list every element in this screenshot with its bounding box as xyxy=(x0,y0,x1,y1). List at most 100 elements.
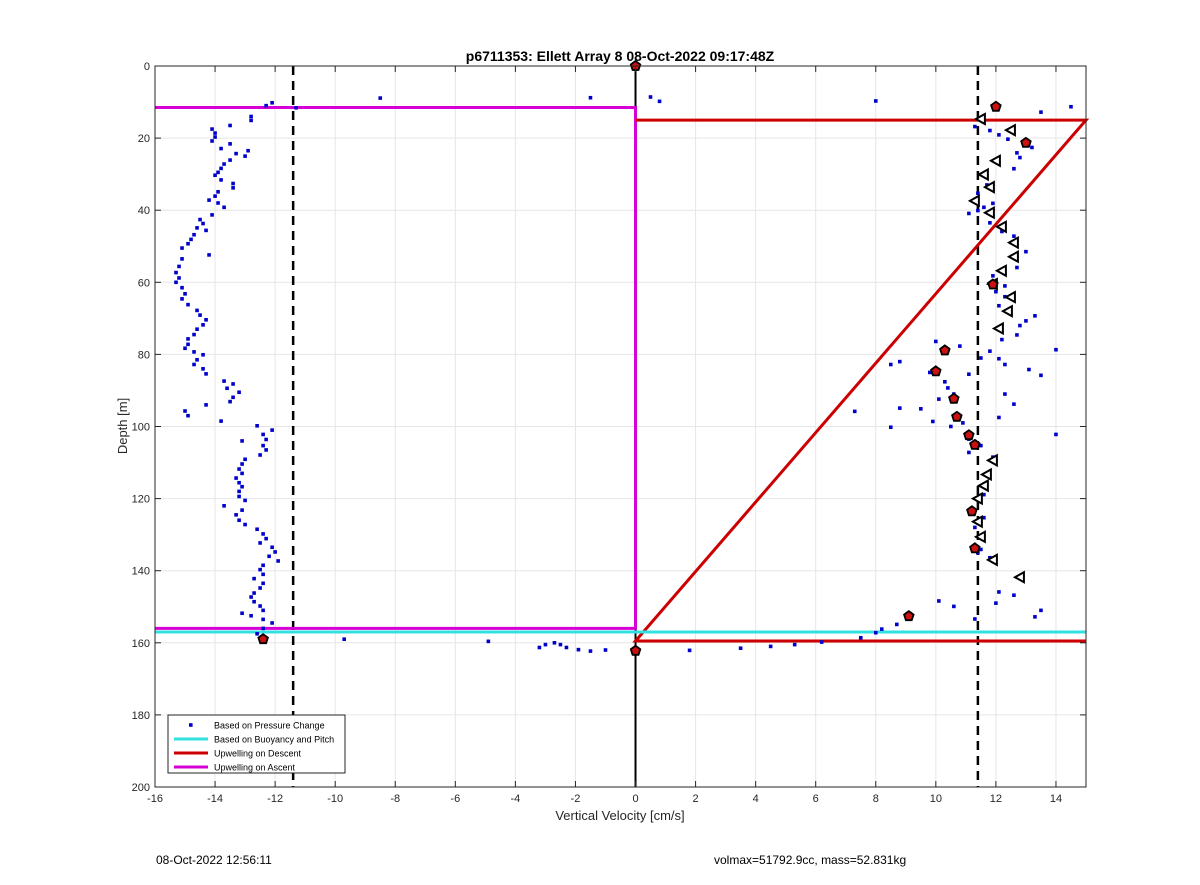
data-point xyxy=(195,358,199,362)
data-point xyxy=(234,476,238,480)
x-tick-label: 8 xyxy=(873,793,879,805)
data-point xyxy=(243,498,247,503)
data-point xyxy=(192,232,196,237)
data-point xyxy=(204,317,208,322)
data-point xyxy=(186,337,190,341)
y-axis-label: Depth [m] xyxy=(115,398,130,454)
data-point xyxy=(240,611,244,616)
data-point xyxy=(216,201,220,205)
descent-marker xyxy=(976,167,989,182)
x-tick-label: -14 xyxy=(207,793,223,805)
data-point xyxy=(973,124,977,129)
data-point xyxy=(213,194,217,198)
data-point xyxy=(195,226,199,230)
data-point xyxy=(888,425,893,430)
ascent-marker xyxy=(948,392,960,404)
data-point xyxy=(246,148,250,153)
data-point xyxy=(1000,337,1004,342)
data-point xyxy=(979,356,983,360)
data-point xyxy=(1054,432,1058,437)
data-point xyxy=(657,99,662,104)
descent-marker xyxy=(985,453,998,468)
data-point xyxy=(258,567,262,572)
data-point xyxy=(997,356,1001,361)
data-point xyxy=(228,158,232,162)
descent-marker xyxy=(970,491,983,506)
data-point xyxy=(210,127,214,131)
data-point xyxy=(237,467,241,471)
data-point xyxy=(183,346,187,351)
data-point xyxy=(273,550,277,554)
data-point xyxy=(898,406,902,410)
ascent-marker xyxy=(951,410,963,422)
step-line-upwelling-on-descent xyxy=(632,118,1090,643)
data-point xyxy=(768,644,773,649)
y-tick-label: 140 xyxy=(132,566,150,578)
data-point xyxy=(210,213,214,217)
data-point xyxy=(240,462,244,466)
data-point xyxy=(204,228,208,233)
data-point xyxy=(258,541,262,545)
data-point xyxy=(198,217,202,222)
data-point xyxy=(180,297,184,301)
data-point xyxy=(919,407,923,411)
data-point xyxy=(252,576,256,581)
data-point xyxy=(1006,137,1010,141)
data-point xyxy=(982,515,986,520)
data-point xyxy=(1000,229,1004,234)
data-point xyxy=(207,198,211,202)
data-point xyxy=(237,489,241,494)
x-tick-label: 14 xyxy=(1050,793,1062,805)
y-tick-label: 80 xyxy=(138,349,150,361)
data-point xyxy=(261,617,265,622)
y-tick-label: 120 xyxy=(132,494,150,506)
data-point xyxy=(994,289,998,294)
data-point xyxy=(819,640,824,644)
descent-marker xyxy=(967,194,980,208)
y-tick-label: 200 xyxy=(132,782,150,794)
data-point xyxy=(934,339,938,344)
data-point xyxy=(255,527,259,532)
data-point xyxy=(1027,367,1031,372)
data-point xyxy=(240,439,244,443)
ascent-marker xyxy=(966,505,978,517)
data-point xyxy=(1015,265,1019,270)
data-point xyxy=(946,386,950,390)
descent-marker xyxy=(1000,304,1013,318)
data-point xyxy=(204,403,208,407)
footer-timestamp: 08-Oct-2022 12:56:11 xyxy=(156,853,272,867)
data-point xyxy=(997,415,1001,420)
data-point xyxy=(261,443,265,448)
data-point xyxy=(255,631,259,636)
data-point xyxy=(237,518,241,523)
data-point xyxy=(201,352,205,357)
data-point xyxy=(219,146,223,151)
data-point xyxy=(537,645,542,650)
data-marks xyxy=(155,59,1090,787)
data-point xyxy=(1069,104,1073,109)
data-point xyxy=(342,637,347,641)
ascent-marker xyxy=(939,344,951,356)
data-point xyxy=(967,450,971,455)
data-point xyxy=(997,133,1001,137)
data-point xyxy=(216,170,220,175)
data-point xyxy=(931,419,935,424)
data-point xyxy=(1033,615,1037,619)
descent-marker xyxy=(1003,290,1016,304)
y-tick-label: 0 xyxy=(144,61,150,73)
data-point xyxy=(1003,284,1007,288)
descent-marker xyxy=(1006,250,1019,264)
ascent-marker xyxy=(969,542,981,554)
data-point xyxy=(792,642,797,647)
data-point xyxy=(228,142,232,146)
data-point xyxy=(201,367,205,371)
data-point xyxy=(261,432,265,437)
descent-marker xyxy=(973,530,986,544)
data-point xyxy=(928,370,932,375)
data-point xyxy=(222,379,226,383)
data-point xyxy=(225,386,229,391)
data-point xyxy=(258,604,262,608)
data-point xyxy=(252,599,256,604)
data-point xyxy=(294,106,298,110)
data-point xyxy=(1012,593,1016,598)
